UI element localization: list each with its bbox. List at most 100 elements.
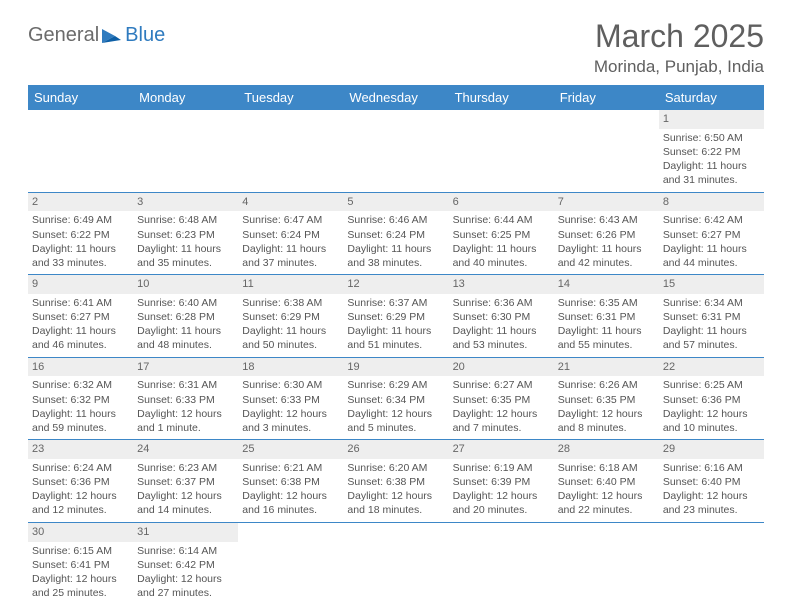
day-info-cell <box>449 129 554 192</box>
calendar-body: 1Sunrise: 6:50 AMSunset: 6:22 PMDaylight… <box>28 110 764 604</box>
day-number-cell: 10 <box>133 275 238 294</box>
day-number-cell <box>343 522 448 541</box>
day-number-row: 3031 <box>28 522 764 541</box>
day-number-cell: 14 <box>554 275 659 294</box>
day-number-cell: 5 <box>343 192 448 211</box>
day-info-cell: Sunrise: 6:15 AMSunset: 6:41 PMDaylight:… <box>28 542 133 605</box>
day-number-cell: 21 <box>554 357 659 376</box>
title-block: March 2025 Morinda, Punjab, India <box>594 18 764 77</box>
day-number-cell: 24 <box>133 440 238 459</box>
day-info-cell: Sunrise: 6:19 AMSunset: 6:39 PMDaylight:… <box>449 459 554 522</box>
day-number-cell: 31 <box>133 522 238 541</box>
day-info-cell <box>449 542 554 605</box>
day-number-cell: 4 <box>238 192 343 211</box>
weekday-header: Saturday <box>659 85 764 110</box>
day-number-cell <box>238 522 343 541</box>
day-info-cell: Sunrise: 6:36 AMSunset: 6:30 PMDaylight:… <box>449 294 554 357</box>
day-info-cell: Sunrise: 6:23 AMSunset: 6:37 PMDaylight:… <box>133 459 238 522</box>
day-info-cell: Sunrise: 6:44 AMSunset: 6:25 PMDaylight:… <box>449 211 554 274</box>
calendar-table: SundayMondayTuesdayWednesdayThursdayFrid… <box>28 85 764 604</box>
day-info-cell: Sunrise: 6:48 AMSunset: 6:23 PMDaylight:… <box>133 211 238 274</box>
day-info-cell: Sunrise: 6:25 AMSunset: 6:36 PMDaylight:… <box>659 376 764 439</box>
day-number-cell <box>554 110 659 129</box>
day-number-cell: 13 <box>449 275 554 294</box>
day-info-cell: Sunrise: 6:46 AMSunset: 6:24 PMDaylight:… <box>343 211 448 274</box>
day-number-cell <box>449 522 554 541</box>
day-number-row: 16171819202122 <box>28 357 764 376</box>
flag-icon <box>101 27 123 45</box>
weekday-header: Sunday <box>28 85 133 110</box>
weekday-header-row: SundayMondayTuesdayWednesdayThursdayFrid… <box>28 85 764 110</box>
day-number-cell: 23 <box>28 440 133 459</box>
weekday-header: Thursday <box>449 85 554 110</box>
day-info-row: Sunrise: 6:41 AMSunset: 6:27 PMDaylight:… <box>28 294 764 357</box>
day-number-cell: 30 <box>28 522 133 541</box>
day-info-cell: Sunrise: 6:16 AMSunset: 6:40 PMDaylight:… <box>659 459 764 522</box>
brand-part2: Blue <box>125 24 165 47</box>
day-number-cell <box>133 110 238 129</box>
day-number-row: 2345678 <box>28 192 764 211</box>
day-number-cell: 26 <box>343 440 448 459</box>
day-info-cell: Sunrise: 6:24 AMSunset: 6:36 PMDaylight:… <box>28 459 133 522</box>
day-info-cell <box>659 542 764 605</box>
day-number-cell: 22 <box>659 357 764 376</box>
day-info-cell: Sunrise: 6:18 AMSunset: 6:40 PMDaylight:… <box>554 459 659 522</box>
day-info-cell: Sunrise: 6:42 AMSunset: 6:27 PMDaylight:… <box>659 211 764 274</box>
day-number-cell <box>659 522 764 541</box>
day-info-cell: Sunrise: 6:35 AMSunset: 6:31 PMDaylight:… <box>554 294 659 357</box>
day-number-cell: 6 <box>449 192 554 211</box>
day-info-cell: Sunrise: 6:47 AMSunset: 6:24 PMDaylight:… <box>238 211 343 274</box>
day-number-cell: 2 <box>28 192 133 211</box>
day-number-cell: 12 <box>343 275 448 294</box>
day-number-cell <box>449 110 554 129</box>
day-info-cell: Sunrise: 6:30 AMSunset: 6:33 PMDaylight:… <box>238 376 343 439</box>
day-info-row: Sunrise: 6:15 AMSunset: 6:41 PMDaylight:… <box>28 542 764 605</box>
day-info-cell: Sunrise: 6:32 AMSunset: 6:32 PMDaylight:… <box>28 376 133 439</box>
day-number-cell <box>343 110 448 129</box>
day-number-cell: 1 <box>659 110 764 129</box>
day-info-cell: Sunrise: 6:37 AMSunset: 6:29 PMDaylight:… <box>343 294 448 357</box>
month-title: March 2025 <box>594 18 764 55</box>
day-number-cell <box>554 522 659 541</box>
day-number-cell: 28 <box>554 440 659 459</box>
day-number-cell: 8 <box>659 192 764 211</box>
day-info-cell: Sunrise: 6:34 AMSunset: 6:31 PMDaylight:… <box>659 294 764 357</box>
day-info-cell: Sunrise: 6:29 AMSunset: 6:34 PMDaylight:… <box>343 376 448 439</box>
day-info-cell <box>343 129 448 192</box>
day-number-row: 9101112131415 <box>28 275 764 294</box>
day-info-cell: Sunrise: 6:41 AMSunset: 6:27 PMDaylight:… <box>28 294 133 357</box>
day-number-cell <box>238 110 343 129</box>
weekday-header: Wednesday <box>343 85 448 110</box>
day-info-cell <box>554 129 659 192</box>
day-number-cell: 16 <box>28 357 133 376</box>
day-info-cell: Sunrise: 6:27 AMSunset: 6:35 PMDaylight:… <box>449 376 554 439</box>
day-number-row: 1 <box>28 110 764 129</box>
day-number-cell: 7 <box>554 192 659 211</box>
day-info-cell <box>554 542 659 605</box>
day-info-cell: Sunrise: 6:38 AMSunset: 6:29 PMDaylight:… <box>238 294 343 357</box>
day-number-cell: 15 <box>659 275 764 294</box>
day-info-cell: Sunrise: 6:20 AMSunset: 6:38 PMDaylight:… <box>343 459 448 522</box>
day-number-cell: 3 <box>133 192 238 211</box>
day-number-cell: 17 <box>133 357 238 376</box>
weekday-header: Monday <box>133 85 238 110</box>
day-number-cell: 20 <box>449 357 554 376</box>
day-info-cell <box>133 129 238 192</box>
day-info-cell: Sunrise: 6:31 AMSunset: 6:33 PMDaylight:… <box>133 376 238 439</box>
day-info-row: Sunrise: 6:49 AMSunset: 6:22 PMDaylight:… <box>28 211 764 274</box>
day-info-row: Sunrise: 6:32 AMSunset: 6:32 PMDaylight:… <box>28 376 764 439</box>
day-info-cell: Sunrise: 6:43 AMSunset: 6:26 PMDaylight:… <box>554 211 659 274</box>
day-number-cell: 18 <box>238 357 343 376</box>
day-number-cell: 9 <box>28 275 133 294</box>
day-number-cell: 27 <box>449 440 554 459</box>
day-info-cell: Sunrise: 6:50 AMSunset: 6:22 PMDaylight:… <box>659 129 764 192</box>
day-info-cell: Sunrise: 6:21 AMSunset: 6:38 PMDaylight:… <box>238 459 343 522</box>
page-header: General Blue March 2025 Morinda, Punjab,… <box>28 18 764 77</box>
day-number-cell: 19 <box>343 357 448 376</box>
day-info-cell <box>343 542 448 605</box>
day-info-cell <box>238 129 343 192</box>
day-info-cell: Sunrise: 6:14 AMSunset: 6:42 PMDaylight:… <box>133 542 238 605</box>
day-number-row: 23242526272829 <box>28 440 764 459</box>
day-number-cell: 29 <box>659 440 764 459</box>
day-info-row: Sunrise: 6:24 AMSunset: 6:36 PMDaylight:… <box>28 459 764 522</box>
